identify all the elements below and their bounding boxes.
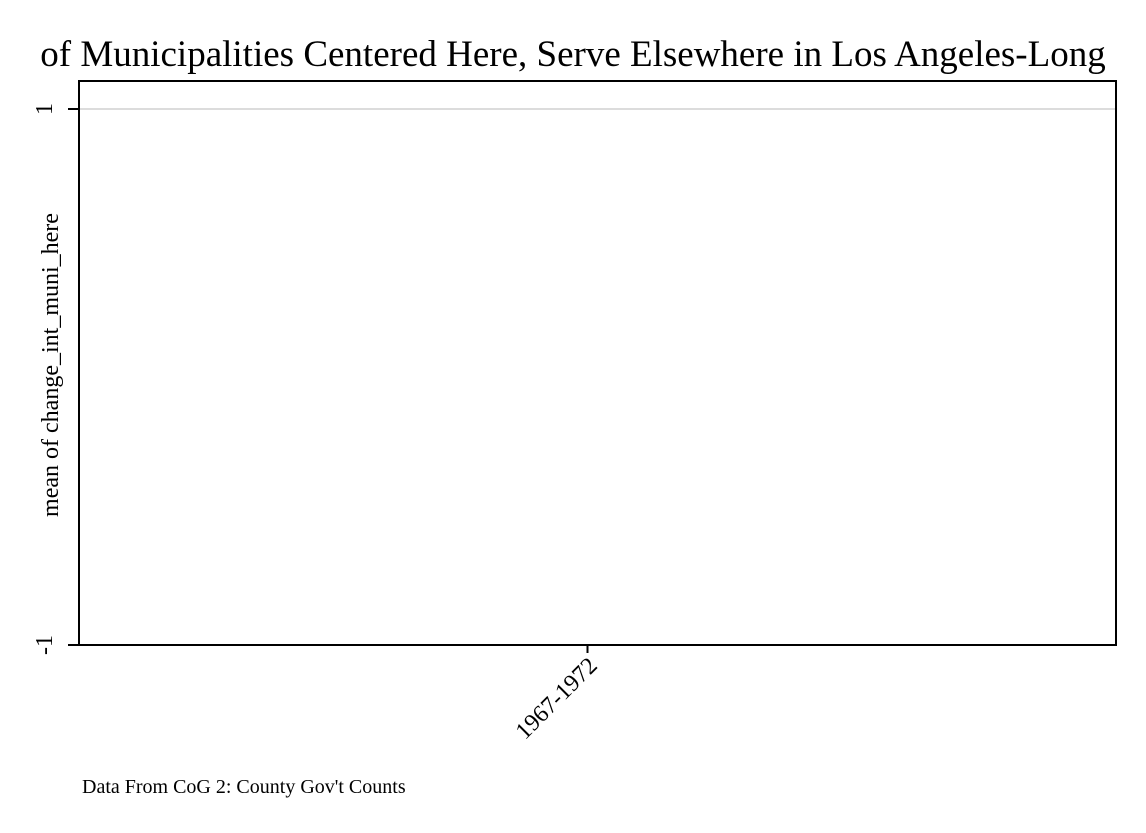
- y-tick-label-0: -1: [32, 635, 58, 655]
- x-axis-ticks: 1967-1972: [511, 645, 603, 745]
- x-tick-label-0: 1967-1972: [511, 653, 603, 745]
- plot-frame: [78, 80, 1117, 646]
- chart-caption: Data From CoG 2: County Gov't Counts: [82, 776, 406, 798]
- chart-title: of Municipalities Centered Here, Serve E…: [40, 34, 1105, 75]
- y-axis-label: mean of change_int_muni_here: [38, 213, 64, 517]
- plot-area: [78, 80, 1117, 646]
- y-tick-label-1: 1: [32, 103, 58, 115]
- y-axis-ticks: -1 1: [32, 103, 79, 655]
